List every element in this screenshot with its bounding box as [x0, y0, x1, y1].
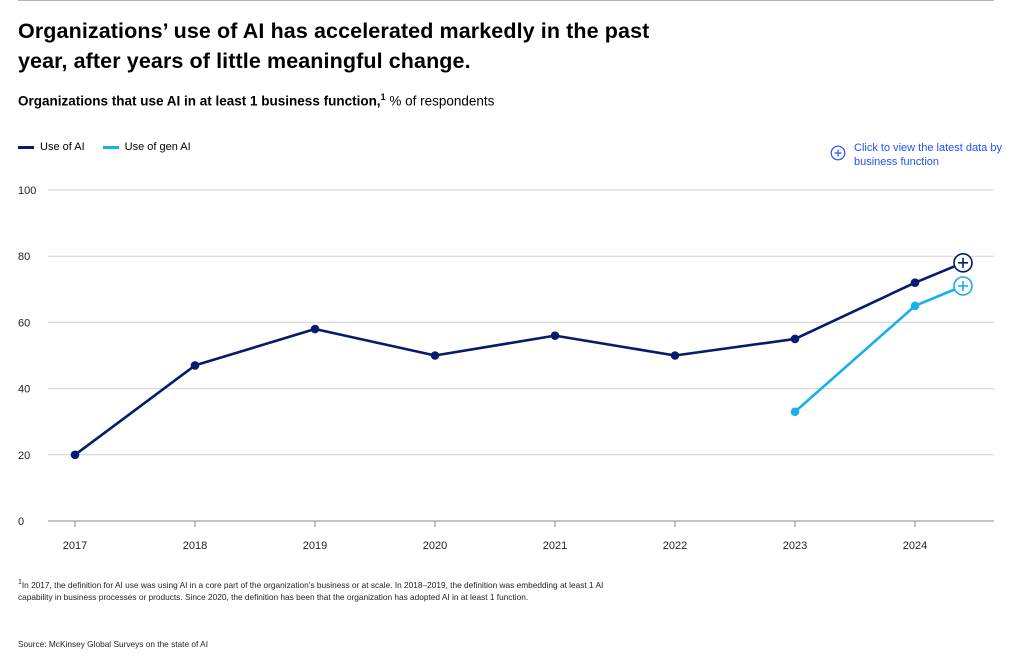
page-title: Organizations’ use of AI has accelerated… — [18, 19, 650, 73]
expand-plus-icon-use-of-gen-ai[interactable] — [953, 276, 973, 296]
data-point-use-of-ai-2024 — [910, 278, 920, 287]
data-point-use-of-gen-ai-2023 — [790, 407, 800, 417]
x-tick-label-2020: 2020 — [423, 540, 447, 552]
source-note: Source: McKinsey Global Surveys on the s… — [18, 639, 209, 649]
data-point-use-of-ai-2022 — [670, 351, 680, 360]
legend-label-use-of-gen-ai: Use of gen AI — [124, 141, 191, 153]
subtitle-footnote-marker: 1 — [380, 92, 386, 102]
data-point-use-of-ai-2017 — [70, 450, 80, 460]
footnote-marker: 1 — [18, 579, 22, 586]
cta-label[interactable]: Click to view the latest data by busines… — [854, 142, 1002, 168]
legend-swatch-use-of-gen-ai — [102, 145, 119, 149]
plus-circle-icon[interactable] — [830, 145, 846, 161]
series-line-use-of-gen-ai — [794, 284, 964, 413]
data-point-use-of-ai-2021 — [550, 331, 560, 340]
footnote: 1In 2017, the definition for AI use was … — [18, 577, 618, 604]
y-tick-label-60: 60 — [18, 317, 30, 329]
footnote-text: In 2017, the definition for AI use was u… — [18, 579, 604, 603]
y-tick-label-100: 100 — [18, 185, 36, 197]
x-tick-label-2024: 2024 — [903, 540, 927, 552]
y-tick-label-80: 80 — [18, 251, 30, 263]
x-tick-label-2022: 2022 — [663, 540, 687, 552]
x-tick-label-2023: 2023 — [783, 540, 807, 552]
subtitle-unit: % of respondents — [385, 93, 495, 109]
expand-plus-icon-use-of-ai[interactable] — [953, 253, 973, 273]
top-divider — [18, 0, 994, 1]
line-chart: 0 20 40 60 80 100 2017 2018 2019 2020 2021 2022 2023… — [18, 185, 994, 552]
series-line-use-of-ai — [74, 261, 964, 456]
subtitle-bold: Organizations that use AI in at least 1 … — [18, 93, 381, 109]
x-tick-label-2018: 2018 — [183, 540, 207, 552]
chart-legend: Use of AI Use of gen AI — [18, 141, 209, 153]
y-tick-label-20: 20 — [18, 450, 30, 462]
chart-subtitle: Organizations that use AI in at least 1 … — [18, 92, 494, 109]
legend-item-use-of-gen-ai: Use of gen AI — [102, 141, 191, 153]
data-point-use-of-ai-2018 — [190, 361, 200, 370]
data-point-use-of-gen-ai-2024 — [910, 301, 920, 311]
x-tick-label-2017: 2017 — [63, 540, 87, 552]
x-tick-label-2019: 2019 — [303, 540, 327, 552]
data-point-use-of-ai-2019 — [310, 324, 320, 334]
y-tick-label-0: 0 — [18, 516, 24, 528]
data-point-use-of-ai-2020 — [430, 351, 440, 360]
legend-label-use-of-ai: Use of AI — [40, 141, 85, 153]
legend-swatch-use-of-ai — [18, 145, 34, 149]
x-tick-label-2021: 2021 — [543, 540, 567, 552]
data-point-use-of-ai-2023 — [790, 334, 800, 344]
view-by-business-function-link[interactable]: Click to view the latest data by busines… — [830, 141, 1004, 169]
legend-item-use-of-ai: Use of AI — [18, 141, 85, 153]
y-tick-label-40: 40 — [18, 384, 30, 396]
